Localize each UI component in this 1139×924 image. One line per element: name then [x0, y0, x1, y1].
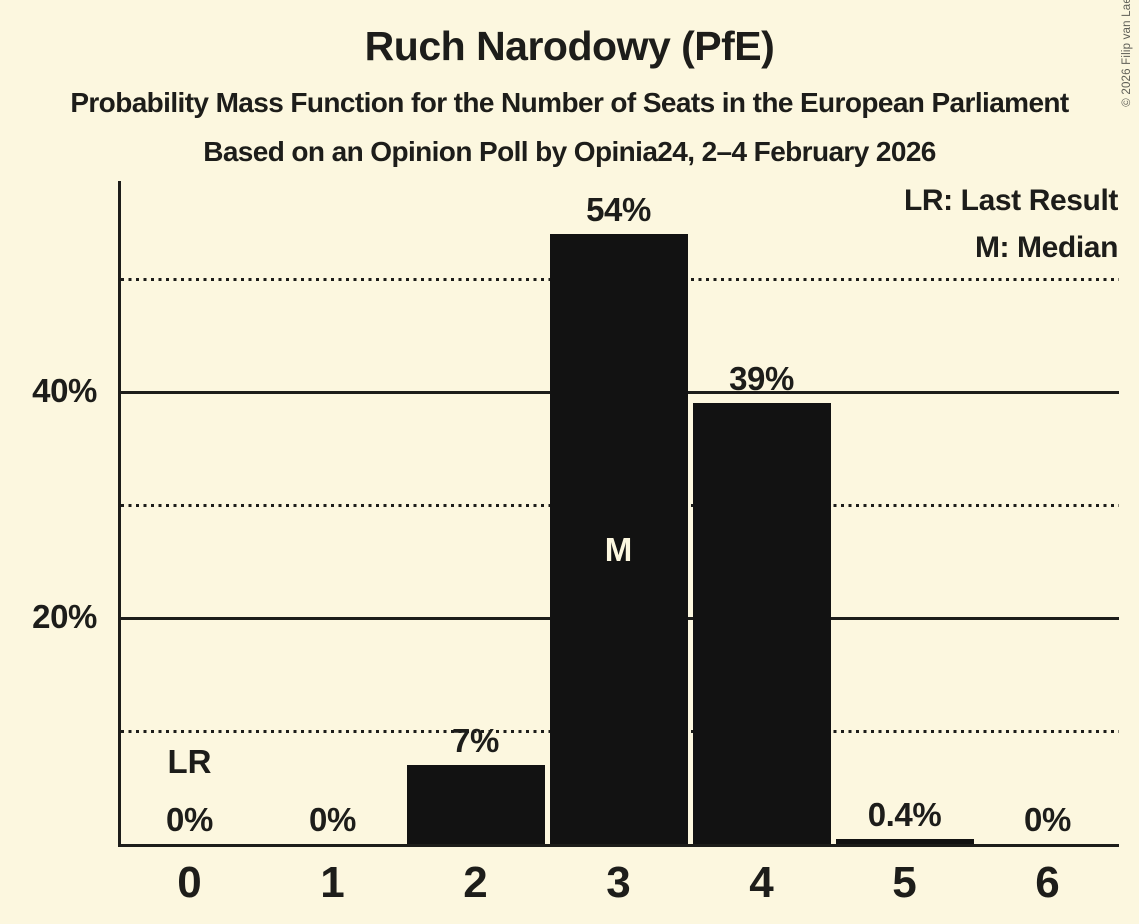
seat-slot-3: M 54% 3 — [547, 181, 690, 905]
chart-subtitle: Probability Mass Function for the Number… — [70, 87, 1069, 118]
x-axis-label-4: 4 — [749, 858, 774, 907]
y-axis-tick-20: 20% — [32, 598, 97, 635]
seat-slot-5: 0.4% 5 — [833, 181, 976, 905]
bar-value-label-5: 0.4% — [867, 796, 942, 834]
plot-area: LR 0% 0 0% 1 7% 2 M 54% 3 39% 4 0.4% — [118, 181, 1119, 905]
seat-slot-6: 0% 6 — [976, 181, 1119, 905]
y-axis-line — [118, 181, 121, 844]
bar-value-label-1: 0% — [309, 801, 356, 838]
bar-value-label-2: 7% — [452, 721, 499, 759]
x-axis-label-3: 3 — [606, 858, 631, 907]
x-axis-label-5: 5 — [892, 858, 917, 907]
bar-seat-5 — [835, 839, 974, 844]
bar-seat-4 — [692, 403, 831, 844]
seat-slot-0: LR 0% 0 — [118, 181, 261, 905]
last-result-marker: LR — [167, 743, 212, 780]
bar-value-label-4: 39% — [729, 360, 794, 398]
copyright-note: © 2026 Filip van Laenen — [1121, 0, 1133, 107]
x-axis-label-2: 2 — [463, 858, 488, 907]
bar-value-label-6: 0% — [1024, 801, 1071, 838]
seat-slot-2: 7% 2 — [404, 181, 547, 905]
legend-last-result: LR: Last Result — [903, 184, 1118, 217]
bar-seat-3 — [549, 233, 688, 844]
legend-median: M: Median — [974, 231, 1118, 264]
x-axis-label-1: 1 — [320, 858, 345, 907]
x-axis-line — [118, 844, 1119, 847]
median-marker: M — [604, 531, 633, 568]
bar-seat-2 — [406, 764, 545, 844]
page-title: Ruch Narodowy (PfE) — [364, 23, 775, 69]
seat-slot-1: 0% 1 — [261, 181, 404, 905]
x-axis-label-0: 0 — [177, 858, 202, 907]
bar-value-label-0: 0% — [166, 801, 213, 838]
y-axis-tick-40: 40% — [32, 372, 97, 409]
poll-info-subtitle: Based on an Opinion Poll by Opinia24, 2–… — [203, 136, 936, 167]
x-axis-label-6: 6 — [1035, 858, 1060, 907]
bar-value-label-3: 54% — [586, 190, 651, 228]
seat-slot-4: 39% 4 — [690, 181, 833, 905]
